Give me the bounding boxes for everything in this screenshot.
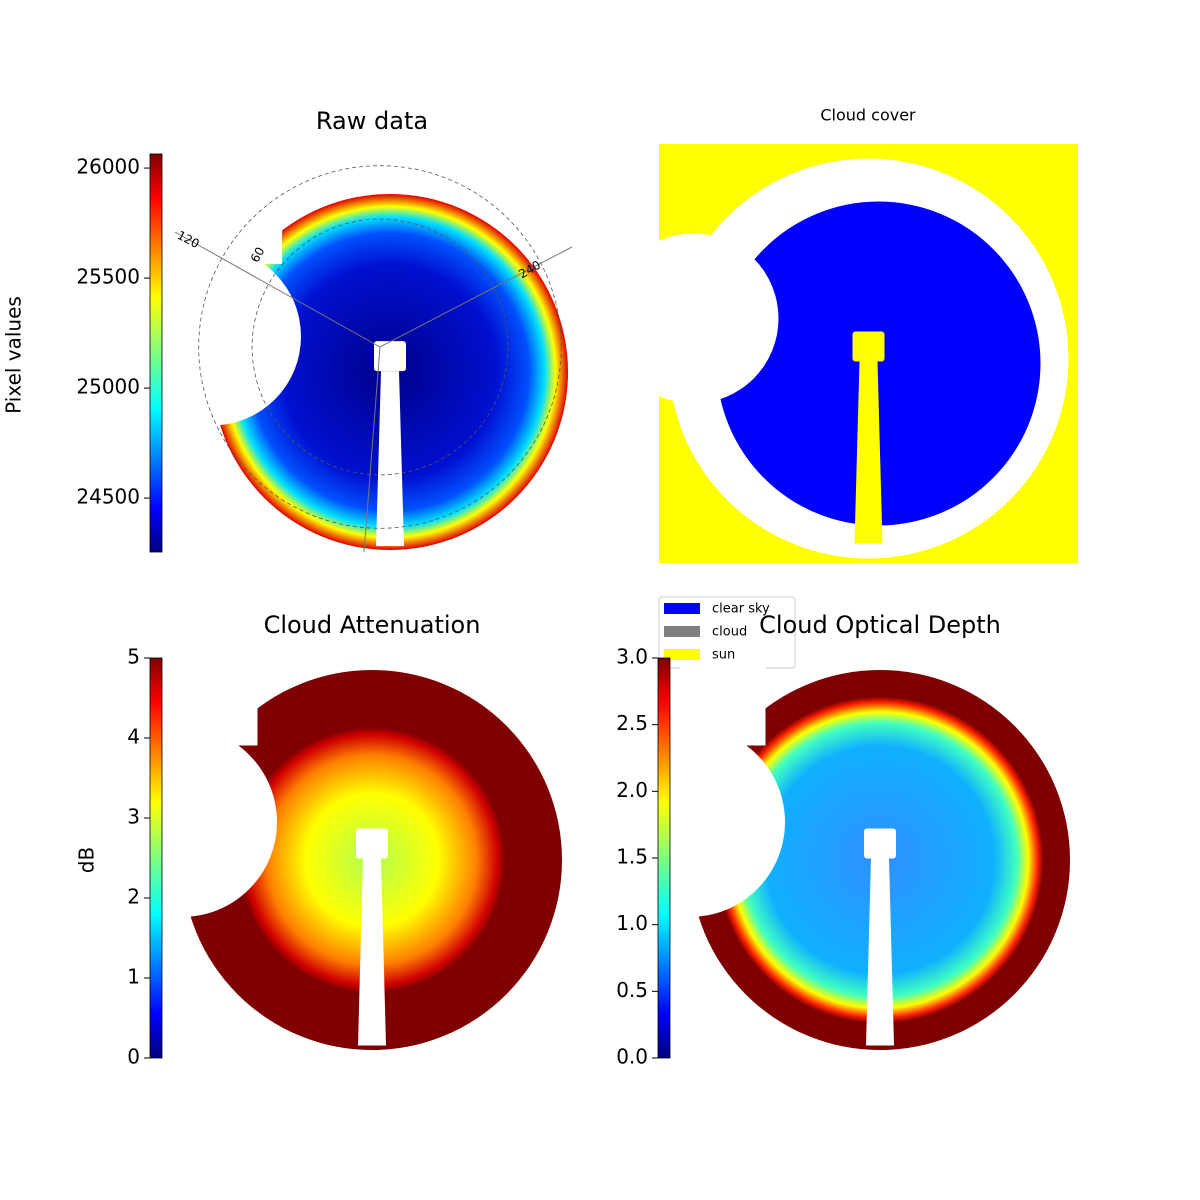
colorbar-tick-label: 2.0 <box>616 778 648 802</box>
colorbar <box>149 153 163 553</box>
legend-swatch <box>664 626 700 637</box>
panel-title: Cloud Attenuation <box>264 611 481 639</box>
legend: clear sky cloud sun <box>658 596 796 669</box>
colorbar-tick-label: 24500 <box>76 485 140 509</box>
legend-label: sun <box>712 648 735 663</box>
mast <box>358 858 386 1046</box>
polar-grid <box>174 231 381 348</box>
colorbar-tick-label: 1.0 <box>616 911 648 935</box>
legend-label: cloud <box>712 625 747 640</box>
colorbar-tick-label: 2 <box>127 885 140 909</box>
polar-grid <box>198 165 562 529</box>
mast <box>376 371 404 547</box>
colorbar-tick-label: 25500 <box>76 265 140 289</box>
polar-grid <box>379 246 573 348</box>
panel: Cloud cover clear sky cloud sun <box>608 106 1078 669</box>
mask-cutout <box>202 184 283 265</box>
mast-head <box>356 828 388 859</box>
colorbar-tick-label: 0.5 <box>616 978 648 1002</box>
polar-grid <box>363 346 381 553</box>
polar-label: 120 <box>175 228 202 251</box>
mask-cutout <box>87 727 277 917</box>
panel: Raw data1206024024500250002550026000Pixe… <box>2 107 573 553</box>
mask-cutout <box>172 660 258 746</box>
legend-swatch <box>664 649 700 660</box>
colorbar-tick-label: 0.0 <box>616 1045 648 1069</box>
colorbar-tick-label: 0 <box>127 1045 140 1069</box>
colorbar-tick-label: 25000 <box>76 375 140 399</box>
colorbar-tick-label: 2.5 <box>616 711 648 735</box>
colorbar-tick-label: 1.5 <box>616 845 648 869</box>
legend-swatch <box>664 603 700 614</box>
colorbar <box>149 657 163 1059</box>
colorbar-label: Pixel values <box>2 296 26 414</box>
colorbar-tick-label: 1 <box>127 965 140 989</box>
colorbar <box>657 657 671 1059</box>
panel: Cloud Attenuation 0 1 2 3 4 5 dB <box>75 611 562 1069</box>
colorbar-label: dB <box>75 847 99 873</box>
colorbar-tick-label: 5 <box>127 645 140 669</box>
polar-grid <box>251 218 509 476</box>
mask-cutout <box>608 233 779 404</box>
mast <box>866 858 894 1046</box>
polar-label: 60 <box>248 245 268 265</box>
mask-cutout <box>680 660 766 746</box>
panel-title: Raw data <box>316 107 428 135</box>
colorbar-tick-label: 3.0 <box>616 645 648 669</box>
colorbar-tick-label: 3 <box>127 805 140 829</box>
panel-title: Cloud cover <box>820 106 916 125</box>
clear-sky-region <box>716 201 1041 526</box>
colorbar-tick-label: 26000 <box>76 155 140 179</box>
panel-title: Cloud Optical Depth <box>759 611 1001 639</box>
legend-label: clear sky <box>712 602 770 617</box>
mast <box>854 361 883 544</box>
mast-head <box>374 341 406 372</box>
panel: Cloud Optical Depth 0.0 0.5 1.0 1.5 2.0 2.5 3.0 <box>595 611 1070 1069</box>
mask-cutout <box>595 727 785 917</box>
mast-head <box>852 331 885 362</box>
colorbar-tick-label: 4 <box>127 725 140 749</box>
mast-head <box>864 828 896 859</box>
